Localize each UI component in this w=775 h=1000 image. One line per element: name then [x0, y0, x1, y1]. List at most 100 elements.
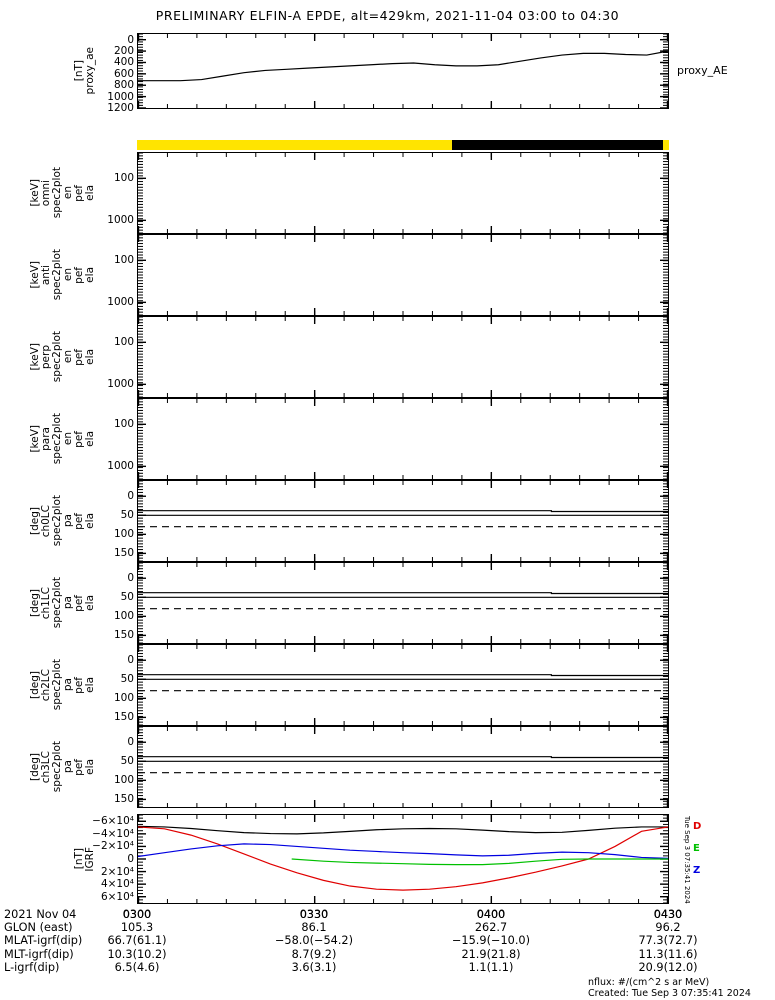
info-cell-4-2: 1.1(1.1): [468, 960, 514, 974]
ylabel-line-pa_ch0-2: pa: [62, 514, 74, 528]
ylabel-line-pa_ch3-4: ch3LC: [40, 750, 52, 784]
info-cell-4-0: 6.5(4.6): [114, 960, 160, 974]
footer-created: Created: Tue Sep 3 07:35:41 2024: [588, 988, 751, 999]
plot-canvas-pa_ch2: [138, 645, 668, 725]
status-segment-0: [137, 140, 453, 150]
ylabel-line-pa_ch0-0: ela: [84, 513, 96, 529]
ylabel-line-pa_ch3-1: pef: [73, 758, 85, 776]
ytick-pa_ch0-1: 100: [113, 528, 134, 541]
info-cell-2-1: −58.0(−54.2): [274, 934, 354, 948]
ylabel-pa_ch2: ela pef pa spec2plot ch2LC [deg]: [29, 644, 96, 726]
ylabel-line-en_anti-3: spec2plot: [51, 249, 63, 301]
ytick-en_anti-0: 1000: [107, 296, 134, 309]
ylabel-line-en_para-4: para: [40, 427, 52, 451]
info-cell-3-1: 8.7(9.2): [291, 947, 337, 961]
ytick-pa_ch0-3: 0: [127, 489, 134, 502]
panel-igrf: [137, 814, 669, 904]
plot-canvas-en_anti: [138, 235, 668, 315]
ylabel-line-en_perp-5: [keV]: [29, 343, 41, 371]
ytick-igrf-3: 0: [127, 852, 134, 865]
ytick-pa_ch3-3: 0: [127, 735, 134, 748]
ylabel-line-en_para-1: pef: [73, 430, 85, 448]
panel-pa_ch0: [137, 480, 669, 562]
series-upper-bound: [138, 592, 668, 595]
info-row-label-3: MLT-igrf(dip): [4, 947, 74, 961]
plot-canvas-en_para: [138, 399, 668, 479]
ylabel-line-proxy_ae-0: proxy_ae: [84, 47, 96, 95]
panel-en_para: [137, 398, 669, 480]
series-upper-bound: [138, 756, 668, 759]
info-row-1: GLON (east) 105.3 86.1 262.7 96.2: [4, 921, 772, 934]
ylabel-line-en_perp-3: spec2plot: [51, 331, 63, 383]
ylabel-line-pa_ch1-3: spec2plot: [51, 577, 63, 629]
x-tick-0300: 0300: [123, 908, 151, 921]
ylabel-line-pa_ch0-1: pef: [73, 512, 85, 530]
x-tick-0430: 0430: [654, 908, 682, 921]
series-e: [291, 858, 668, 866]
ylabel-line-en_omni-5: [keV]: [29, 179, 41, 207]
ytick-en_omni-0: 1000: [107, 214, 134, 227]
ylabel-igrf: IGRF [nT]: [70, 814, 96, 904]
status-segment-1: [452, 140, 663, 150]
vertical-created-date: Tue Sep 3 07:35:41 2024: [683, 816, 691, 904]
ylabel-line-en_omni-0: ela: [84, 185, 96, 201]
info-row-0: 2021 Nov 04 0300 0330 0400 0430: [4, 908, 772, 921]
ytick-proxy_ae-0: 1200: [107, 101, 134, 114]
ylabel-line-en_perp-0: ela: [84, 349, 96, 365]
panel-pa_ch2: [137, 644, 669, 726]
info-cell-3-0: 10.3(10.2): [107, 947, 167, 961]
ylabel-line-en_omni-4: omni: [40, 179, 52, 207]
ylabel-line-en_anti-0: ela: [84, 267, 96, 283]
series-z: [138, 843, 668, 859]
ylabel-line-en_anti-4: anti: [40, 264, 52, 286]
info-row-label-1: GLON (east): [4, 921, 73, 935]
ytick-pa_ch3-2: 50: [120, 755, 134, 768]
series-upper-bound: [138, 674, 668, 677]
ylabel-line-pa_ch1-2: pa: [62, 596, 74, 610]
ylabel-line-pa_ch2-3: spec2plot: [51, 659, 63, 711]
info-cell-4-1: 3.6(3.1): [291, 960, 337, 974]
plot-canvas-igrf: [138, 815, 668, 903]
ylabel-line-pa_ch3-5: [deg]: [29, 753, 41, 781]
plot-canvas-pa_ch1: [138, 563, 668, 643]
ylabel-line-pa_ch3-0: ela: [84, 759, 96, 775]
ylabel-en_omni: ela pef en spec2plot omni [keV]: [29, 152, 96, 234]
ytick-pa_ch0-2: 50: [120, 509, 134, 522]
footer-nflux: nflux: #/(cm^2 s ar MeV): [588, 977, 710, 988]
ylabel-proxy_ae: proxy_ae [nT]: [70, 33, 96, 109]
info-row-label-0: 2021 Nov 04: [4, 908, 77, 921]
series-d: [138, 826, 668, 891]
status-bar: [137, 140, 669, 150]
ylabel-line-en_omni-3: spec2plot: [51, 167, 63, 219]
info-cell-1-2: 262.7: [474, 921, 508, 935]
ytick-proxy_ae-1: 1000: [107, 90, 134, 103]
right-label-proxy_ae: proxy_AE: [677, 64, 728, 77]
ylabel-line-pa_ch3-3: spec2plot: [51, 741, 63, 793]
ylabel-line-pa_ch1-5: [deg]: [29, 589, 41, 617]
page-title: PRELIMINARY ELFIN-A EPDE, alt=429km, 202…: [155, 8, 620, 23]
ylabel-line-en_anti-5: [keV]: [29, 261, 41, 289]
ylabel-line-pa_ch2-1: pef: [73, 676, 85, 694]
info-row-label-4: L-igrf(dip): [4, 960, 60, 974]
info-cell-2-3: 77.3(72.7): [638, 934, 698, 948]
ylabel-line-en_anti-2: en: [62, 268, 74, 282]
ylabel-line-pa_ch1-4: ch1LC: [40, 586, 52, 620]
ytick-en_para-1: 100: [113, 418, 134, 431]
ytick-igrf-4: −2×10⁴: [92, 840, 134, 853]
ylabel-line-pa_ch2-4: ch2LC: [40, 668, 52, 702]
ylabel-line-en_para-5: [keV]: [29, 425, 41, 453]
ylabel-pa_ch1: ela pef pa spec2plot ch1LC [deg]: [29, 562, 96, 644]
ylabel-line-pa_ch1-1: pef: [73, 594, 85, 612]
ylabel-line-pa_ch0-5: [deg]: [29, 507, 41, 535]
plot-canvas-en_perp: [138, 317, 668, 397]
ylabel-line-pa_ch2-2: pa: [62, 678, 74, 692]
ytick-pa_ch1-2: 50: [120, 591, 134, 604]
series-upper-bound: [138, 510, 668, 513]
status-segment-2: [662, 140, 669, 150]
info-row-3: MLT-igrf(dip) 10.3(10.2) 8.7(9.2) 21.9(21.8…: [4, 948, 772, 961]
ytick-pa_ch3-0: 150: [113, 793, 134, 806]
info-row-label-2: MLAT-igrf(dip): [4, 934, 83, 948]
ylabel-pa_ch0: ela pef pa spec2plot ch0LC [deg]: [29, 480, 96, 562]
ytick-proxy_ae-2: 800: [113, 78, 134, 91]
ytick-proxy_ae-5: 200: [113, 44, 134, 57]
